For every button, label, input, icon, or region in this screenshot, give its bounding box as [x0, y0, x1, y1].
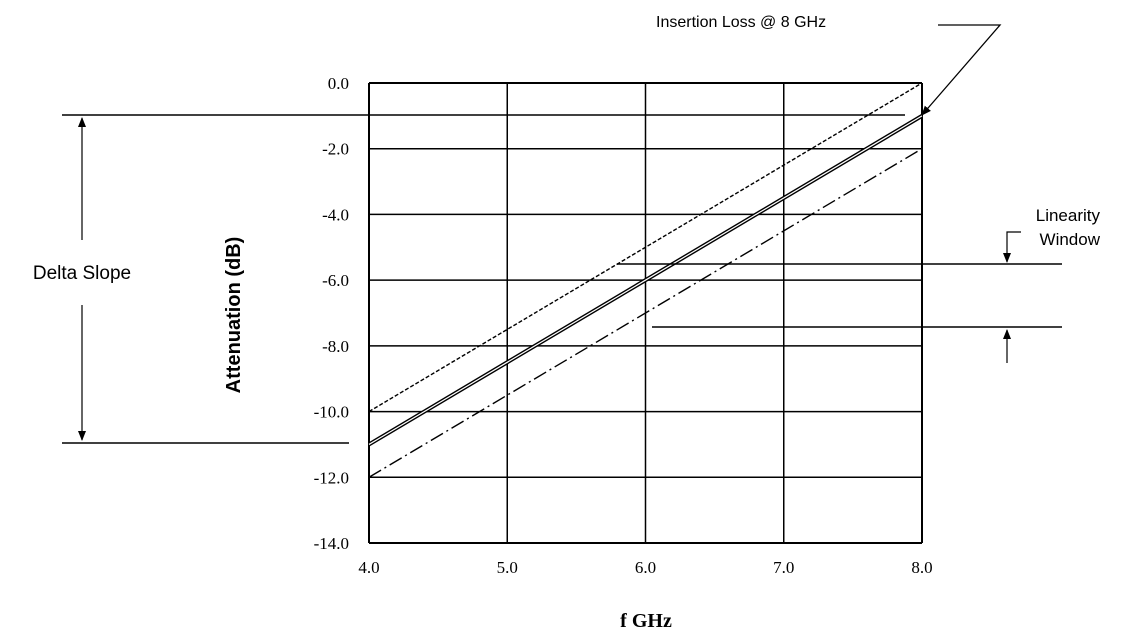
delta-slope-label: Delta Slope	[33, 263, 131, 284]
tick-labels: 4.0 5.0 6.0 7.0 8.0 0.0 -2.0 -4.0 -6.0 -8.0 -10.0 -…	[314, 74, 933, 577]
y-tick-label: -6.0	[322, 271, 349, 290]
x-tick-label: 7.0	[773, 558, 794, 577]
x-tick-label: 5.0	[497, 558, 518, 577]
y-tick-label: 0.0	[328, 74, 349, 93]
y-tick-label: -14.0	[314, 534, 349, 553]
x-tick-label: 4.0	[358, 558, 379, 577]
series-line-dash-dot	[368, 148, 923, 478]
y-axis-label: Attenuation (dB)	[223, 237, 245, 394]
grid	[368, 82, 923, 544]
linearity-window-label-line2: Window	[1040, 230, 1101, 249]
x-tick-label: 6.0	[635, 558, 656, 577]
insertion-loss-label: Insertion Loss @ 8 GHz	[656, 14, 826, 31]
series-layer	[367, 82, 924, 478]
insertion-loss-leader-arrow	[921, 24, 1002, 116]
x-tick-label: 8.0	[911, 558, 932, 577]
series-line-dashed	[368, 82, 923, 413]
y-tick-label: -2.0	[322, 140, 349, 159]
insertion-loss-annotation: Insertion Loss @ 8 GHz	[656, 14, 1002, 116]
linearity-window-annotation: Linearity Window	[617, 206, 1101, 363]
x-axis-label: f GHz	[620, 610, 672, 632]
y-tick-label: -8.0	[322, 337, 349, 356]
y-tick-label: -12.0	[314, 468, 349, 487]
series-line-solid-core	[368, 115, 923, 445]
y-tick-label: -10.0	[314, 403, 349, 422]
delta-slope-annotation: Delta Slope	[33, 114, 905, 444]
y-tick-label: -4.0	[322, 205, 349, 224]
linearity-window-label-line1: Linearity	[1036, 206, 1101, 225]
linearity-window-bracket	[1003, 231, 1021, 263]
